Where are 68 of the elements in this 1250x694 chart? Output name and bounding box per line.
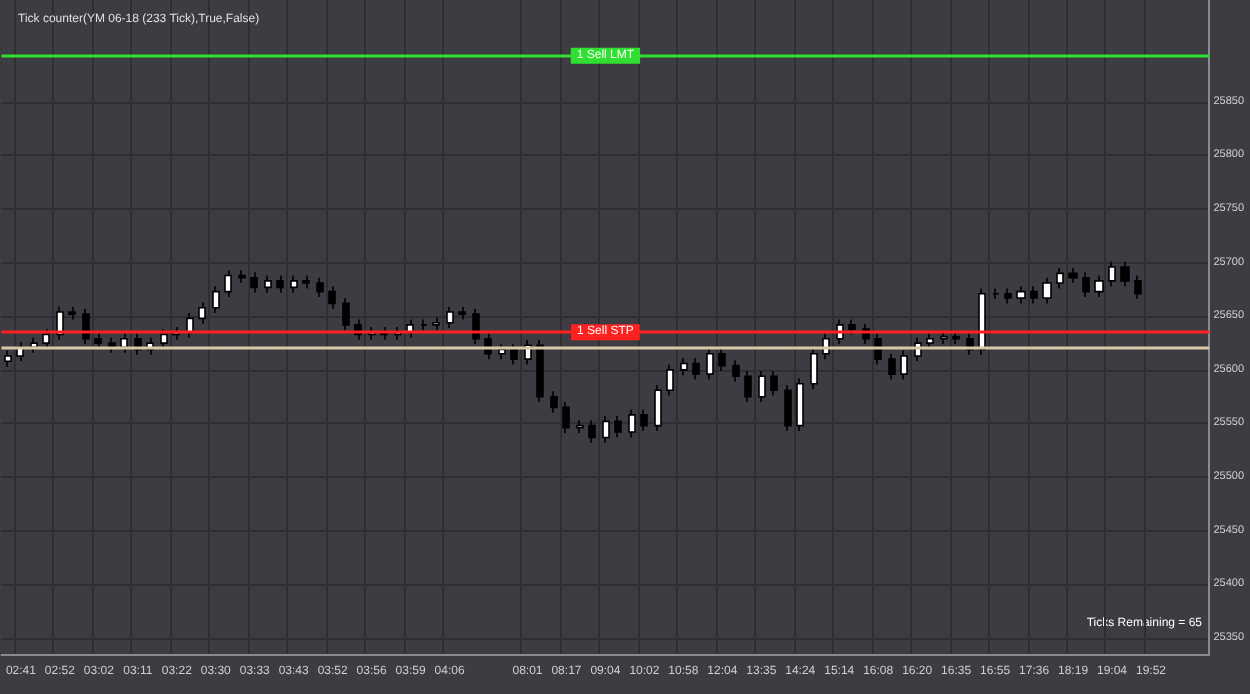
candlestick [952,330,960,345]
candlestick [628,408,636,439]
candlestick [562,401,570,434]
candlestick [706,347,714,381]
candlestick [342,297,350,332]
candlestick [68,305,76,321]
candlestick [160,328,168,350]
candlestick [978,287,986,356]
candlestick [992,287,1000,300]
candlestick [1094,274,1104,298]
candlestick [446,305,454,329]
candlestick [458,305,466,321]
candlestick [186,312,194,339]
candlestick [654,384,662,432]
candlestick [784,384,792,432]
candlestick [290,274,298,294]
candlestick [588,419,596,444]
candlestick [120,332,128,354]
candlestick [1134,274,1142,300]
candlestick [328,285,336,310]
candlestick [666,363,674,397]
candlestick [602,415,610,444]
candlestick [758,370,766,403]
candlestick [1042,276,1052,305]
candlestick [1004,287,1012,305]
candlestick [4,349,12,368]
candlestick [510,343,518,366]
candlestick [1120,260,1130,288]
candlestick [432,316,440,332]
candlestick [888,353,896,381]
candlestick [796,377,804,432]
candlestick [250,271,258,294]
candlestick [718,347,726,372]
candlestick [536,339,544,403]
candlestick [30,336,38,354]
candlestick [264,274,272,294]
candlestick [302,274,310,290]
candlestick [770,370,778,397]
candlestick [680,357,688,377]
candlestick [614,415,622,439]
candlestick [1016,285,1026,305]
candlestick [316,276,324,298]
candlestick [550,390,558,414]
candlestick [1082,271,1090,298]
candlestick [940,330,948,345]
candlestick [576,419,584,434]
candlestick [198,301,206,325]
candlestick [212,285,220,314]
candlestick [810,347,818,390]
candlestick [926,332,934,350]
candlestick [42,328,50,350]
candlestick [640,408,648,432]
candlestick [1108,260,1116,288]
candlestick [108,336,116,354]
candlestick [1056,267,1064,290]
candlestick [406,318,414,339]
candlestick [238,269,246,284]
candlestick [276,274,284,294]
candlestick [744,370,752,403]
candlestick [732,359,740,383]
candlestick [94,332,102,350]
candlestick [420,318,428,332]
candlestick [900,349,908,381]
candlestick [848,318,856,336]
candlestick [692,357,700,381]
candlestick [224,269,232,298]
candlestick [1030,285,1038,305]
candlestick [1068,267,1078,284]
